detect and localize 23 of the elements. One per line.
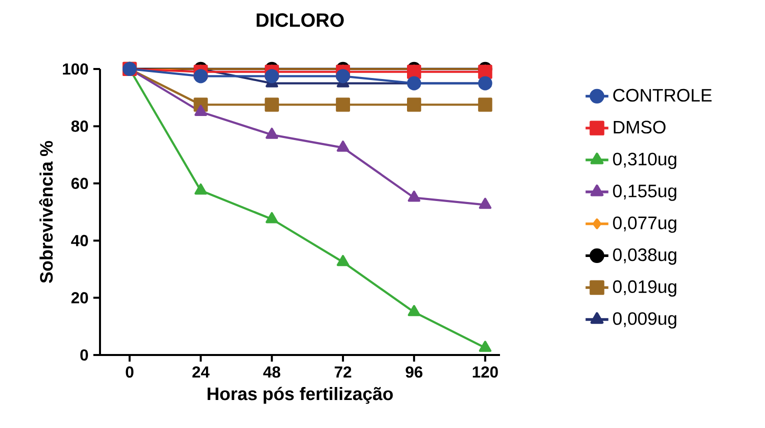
legend-label: 0,155ug (613, 184, 676, 201)
legend-label: CONTROLE (613, 88, 712, 102)
chart-title: DICLORO (256, 13, 344, 27)
y-tick-label: 40 (71, 234, 88, 246)
x-tick-label: 48 (263, 366, 280, 378)
x-tick-label: 72 (334, 366, 352, 378)
y-tick-label: 20 (71, 292, 88, 304)
x-tick-label: 96 (406, 366, 422, 378)
y-tick-label: 0 (80, 349, 88, 361)
x-tick-label: 0 (126, 366, 134, 378)
y-tick-label: 100 (62, 63, 88, 75)
y-tick-label: 60 (71, 178, 88, 190)
y-tick-label: 80 (71, 120, 88, 132)
x-axis-title: Horas pós fertilização (208, 386, 393, 404)
legend-label: 0,038ug (613, 248, 676, 265)
legend-label: 0,019ug (613, 280, 676, 297)
x-tick-label: 24 (192, 366, 210, 378)
legend-label: 0,009ug (613, 312, 676, 329)
legend-label: 0,310ug (613, 152, 676, 170)
x-tick-label: 120 (472, 366, 498, 378)
legend-label: 0,077ug (613, 216, 676, 233)
y-axis-title: Sobrevivência % (39, 140, 53, 283)
legend-label: DMSO (614, 120, 666, 134)
